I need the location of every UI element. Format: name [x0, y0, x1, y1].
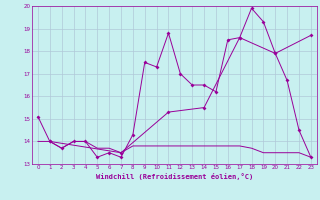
X-axis label: Windchill (Refroidissement éolien,°C): Windchill (Refroidissement éolien,°C): [96, 173, 253, 180]
